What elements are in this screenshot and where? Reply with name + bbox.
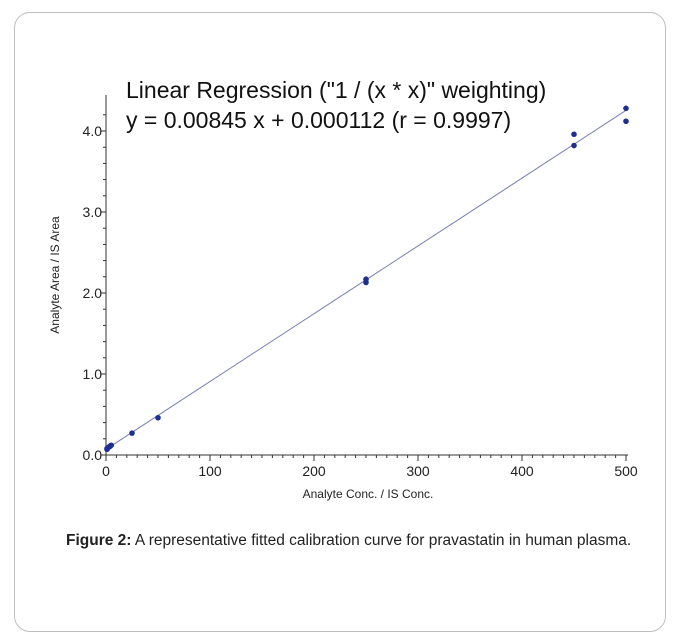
y-tick-label: 0.0 — [83, 447, 103, 463]
y-tick-label: 2.0 — [83, 285, 103, 301]
data-point — [623, 118, 629, 125]
figure-card — [14, 12, 666, 632]
axes: 0.0 1.0 2.0 3.0 4.0 0 100 200 300 400 500 — [83, 95, 638, 479]
regression-title: Linear Regression ("1 / (x * x)" weighti… — [126, 77, 546, 103]
x-axis-label: Analyte Conc. / IS Conc. — [303, 487, 434, 501]
caption-text: A representative fitted calibration curv… — [131, 532, 632, 549]
data-point — [623, 105, 629, 112]
x-tick-label: 400 — [510, 463, 534, 479]
y-axis-label: Analyte Area / IS Area — [48, 216, 62, 334]
data-point — [571, 131, 577, 138]
y-tick-label: 1.0 — [83, 366, 103, 382]
x-tick-label: 300 — [406, 463, 430, 479]
data-point — [129, 430, 135, 436]
x-tick-label: 0 — [102, 463, 110, 479]
x-tick-label: 200 — [302, 463, 326, 479]
x-tick-label: 100 — [198, 463, 222, 479]
data-point — [571, 142, 577, 149]
y-tick-label: 4.0 — [83, 123, 103, 139]
x-tick-label: 500 — [614, 463, 638, 479]
caption-label: Figure 2: — [66, 532, 132, 549]
calibration-chart: Linear Regression ("1 / (x * x)" weighti… — [48, 77, 638, 501]
data-point — [155, 414, 161, 421]
y-tick-label: 3.0 — [83, 204, 103, 220]
data-point — [108, 442, 114, 449]
data-point — [363, 276, 369, 283]
data-points — [104, 105, 629, 453]
regression-equation: y = 0.00845 x + 0.000112 (r = 0.9997) — [126, 107, 511, 133]
figure-caption: Figure 2: A representative fitted calibr… — [66, 530, 646, 552]
